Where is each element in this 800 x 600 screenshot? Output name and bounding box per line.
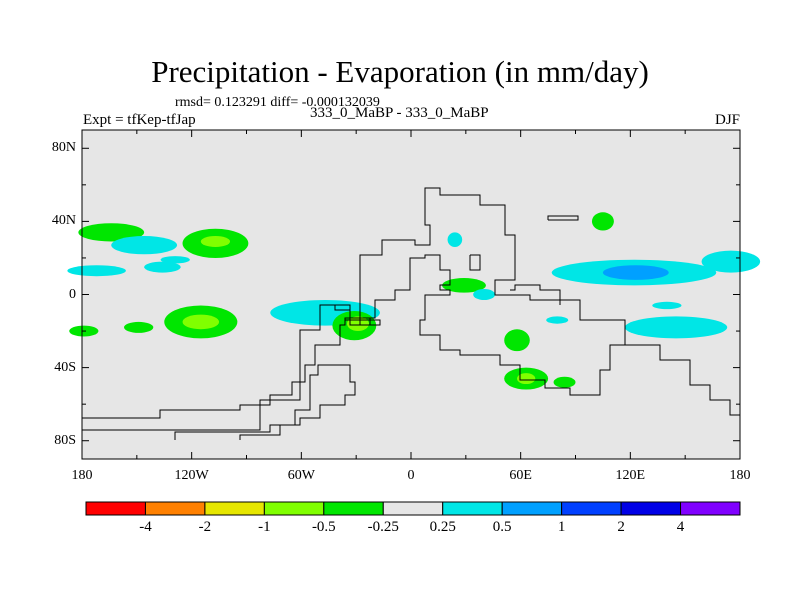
x-tick-label: 0 — [407, 468, 415, 483]
field-contours — [67, 212, 761, 390]
field-blob-4 — [160, 256, 190, 264]
field-blob-17 — [504, 329, 530, 352]
x-tick-label: 120W — [174, 468, 209, 483]
field-blob-3 — [144, 261, 181, 273]
colorbar-swatch-9 — [620, 501, 682, 516]
colorbar-swatch-6 — [442, 501, 503, 516]
colorbar-label: -0.25 — [367, 519, 399, 535]
x-tick-label: 180 — [71, 468, 93, 483]
field-blob-6 — [200, 236, 231, 247]
field-blob-24 — [701, 250, 761, 273]
field-blob-19 — [517, 373, 536, 385]
coastline-1 — [174, 364, 356, 440]
colorbar-label: 4 — [676, 519, 685, 535]
colorbar-label: -4 — [139, 519, 152, 535]
colorbar-label: 1 — [557, 519, 566, 535]
colorbar-swatch-10 — [680, 501, 741, 516]
field-blob-25 — [624, 316, 728, 339]
colorbar-swatch-2 — [204, 501, 265, 516]
colorbar-label: 0.5 — [492, 519, 512, 535]
coastline-7 — [469, 254, 481, 271]
coastline-6 — [547, 215, 579, 221]
field-blob-26 — [652, 301, 682, 310]
colorbar-swatch-3 — [263, 501, 325, 516]
colorbar-label: 0.25 — [429, 519, 456, 535]
y-tick-label: 0 — [69, 286, 76, 302]
field-blob-2 — [111, 236, 178, 255]
colorbar-swatch-0 — [85, 501, 146, 516]
field-blob-16 — [473, 289, 496, 300]
y-tick-label: 80S — [54, 432, 76, 448]
x-tick-label: 180 — [729, 468, 751, 483]
colorbar-swatch-4 — [323, 501, 384, 516]
season-label: DJF — [714, 112, 740, 128]
plot-background — [82, 130, 740, 459]
x-tick-label: 60W — [287, 468, 315, 483]
axis-ticks — [81, 130, 741, 459]
coastlines — [82, 187, 740, 440]
coastline-3 — [510, 284, 561, 305]
field-blob-27 — [546, 316, 569, 324]
field-blob-15 — [447, 232, 463, 247]
field-blob-8 — [182, 314, 220, 330]
colorbar — [85, 501, 741, 516]
x-tick-label: 60E — [509, 468, 532, 483]
colorbar-swatch-5 — [382, 501, 444, 516]
coastline-2 — [625, 344, 740, 416]
colorbar-label: -1 — [258, 519, 271, 535]
y-tick-label: 40N — [51, 213, 76, 229]
colorbar-label: -0.5 — [311, 519, 336, 535]
chart-title: Precipitation - Evaporation (in mm/day) — [151, 54, 649, 89]
field-blob-0 — [78, 223, 145, 242]
stats-text: rmsd= 0.123291 diff= -0.000132039 — [175, 95, 380, 110]
colorbar-swatch-7 — [501, 501, 563, 516]
field-blob-1 — [67, 265, 126, 277]
colorbar-label: 2 — [617, 519, 625, 535]
coastline-4 — [334, 305, 351, 318]
colorbar-swatch-8 — [561, 501, 622, 516]
field-blob-21 — [591, 212, 614, 231]
field-blob-23 — [602, 265, 669, 280]
colorbar-label: -2 — [198, 519, 212, 535]
coastline-0 — [82, 187, 626, 431]
comparison-label: 333_0_MaBP - 333_0_MaBP — [310, 105, 489, 121]
colorbar-swatch-1 — [144, 501, 206, 516]
experiment-label: Expt = tfKep-tfJap — [83, 112, 196, 128]
x-tick-label: 120E — [615, 468, 646, 483]
y-tick-label: 40S — [54, 359, 76, 375]
field-blob-14 — [442, 278, 486, 293]
y-tick-label: 80N — [51, 140, 76, 156]
field-blob-20 — [553, 376, 576, 388]
field-blob-10 — [124, 321, 154, 333]
coastline-5 — [345, 317, 375, 326]
